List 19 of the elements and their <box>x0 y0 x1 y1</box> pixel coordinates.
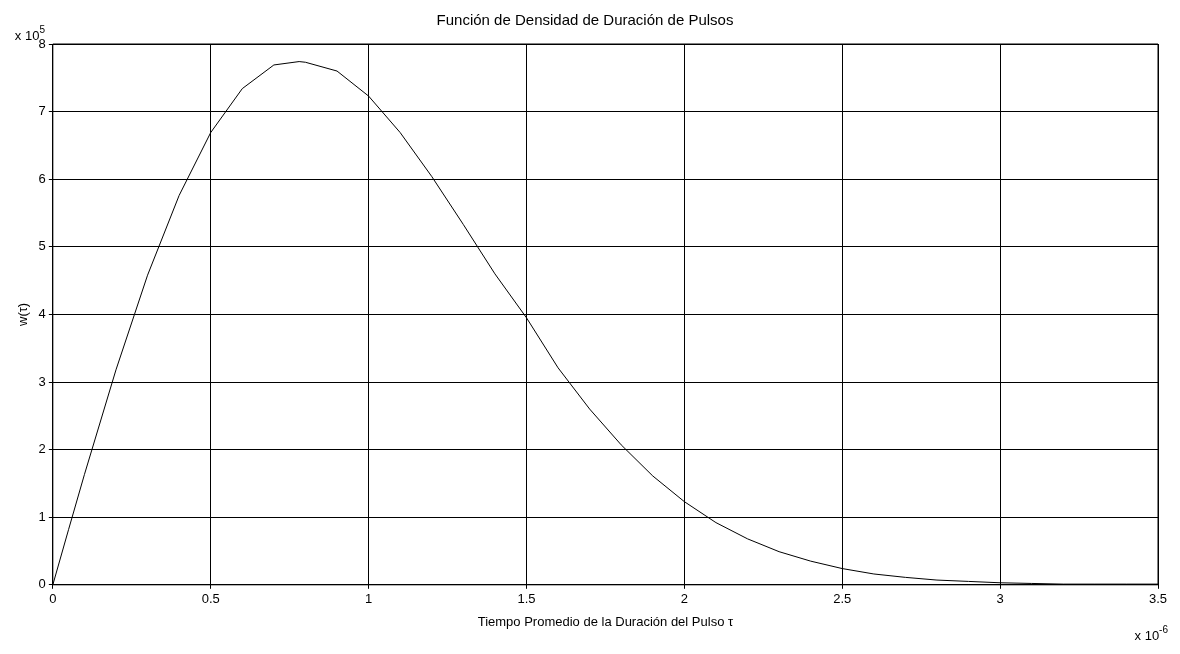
y-tick-label: 0 <box>38 576 46 592</box>
x-tick-label: 1 <box>364 591 373 607</box>
y-tick-label: 6 <box>38 170 46 186</box>
y-tick-label: 7 <box>38 103 46 119</box>
y-tick-label: 1 <box>38 508 46 524</box>
x-tick-label: 0 <box>49 591 57 607</box>
x-tick-label: 1.5 <box>517 591 536 607</box>
y-tick-label: 2 <box>38 441 46 457</box>
y-axis-title: w(τ) <box>15 302 31 327</box>
y-tick-label: 4 <box>38 305 46 321</box>
x-tick-label: 2.5 <box>833 591 852 607</box>
x-axis-title: Tiempo Promedio de la Duración del Pulso τ <box>477 613 734 629</box>
x-tick-label: 3 <box>996 591 1004 607</box>
y-tick-label: 3 <box>38 373 46 389</box>
x-tick-label: 0.5 <box>201 591 220 607</box>
y-tick-label: 5 <box>38 238 46 254</box>
x-tick-label: 3.5 <box>1148 591 1168 607</box>
x-tick-label: 2 <box>680 591 688 607</box>
chart-title: Función de Densidad de Duración de Pulsos <box>436 11 734 29</box>
